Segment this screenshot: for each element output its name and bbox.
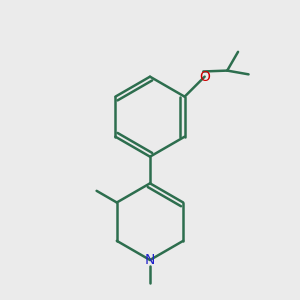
Text: N: N — [145, 253, 155, 267]
Text: O: O — [199, 70, 210, 84]
